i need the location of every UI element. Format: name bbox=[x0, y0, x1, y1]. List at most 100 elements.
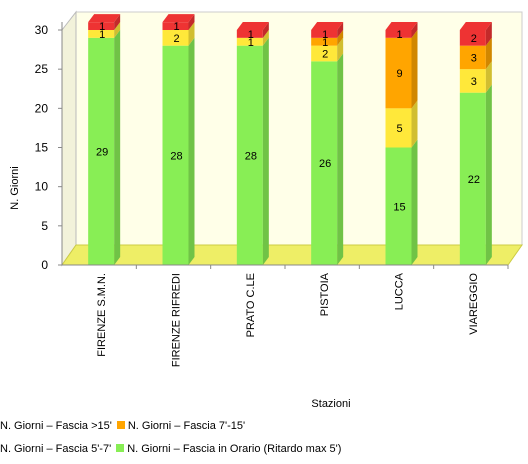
legend-label: N. Giorni – Fascia 5'-7' bbox=[0, 443, 112, 455]
bar-segment-side bbox=[485, 61, 492, 93]
y-tick-label: 30 bbox=[35, 23, 49, 37]
data-label: 1 bbox=[248, 37, 254, 49]
y-tick-label: 5 bbox=[41, 219, 48, 233]
bar-segment-side bbox=[337, 53, 344, 266]
x-axis-title: Stazioni bbox=[311, 398, 350, 410]
bar-segment bbox=[385, 108, 412, 148]
bar-top bbox=[162, 14, 195, 23]
bar-segment-side bbox=[114, 14, 121, 30]
bar-segment-side bbox=[337, 22, 344, 38]
bar-segment bbox=[162, 45, 189, 265]
bar-segment bbox=[311, 37, 338, 46]
bar-segment bbox=[236, 30, 263, 38]
data-label: 22 bbox=[468, 174, 480, 186]
x-axis: FIRENZE S.M.N. FIRENZE RIFREDI PRATO C.LE P… bbox=[62, 264, 509, 367]
bar-segment bbox=[385, 30, 412, 38]
legend-label: N. Giorni – Fascia in Orario (Ritardo ma… bbox=[127, 443, 342, 455]
legend-item: N. Giorni – Fascia 5'-7' bbox=[0, 443, 111, 455]
bar-segment-side bbox=[411, 139, 418, 265]
y-tick-label: 20 bbox=[35, 101, 49, 115]
data-label: 2 bbox=[471, 33, 477, 45]
bar-top bbox=[385, 22, 418, 30]
legend-label: N. Giorni – Fascia >15' bbox=[0, 420, 112, 432]
data-label: 15 bbox=[393, 201, 405, 213]
bar-segment-side bbox=[337, 37, 344, 62]
bars: 291012820128101262111559122332 bbox=[88, 14, 492, 266]
bar-segment-side bbox=[188, 22, 195, 46]
legend: N. Giorni – Fascia 5'-7' N. Giorni – Fas… bbox=[0, 443, 343, 455]
data-label: 1 bbox=[99, 29, 105, 41]
y-axis: 0 5 10 15 20 25 30 bbox=[35, 22, 63, 272]
bar-segment bbox=[311, 61, 338, 266]
data-label: 3 bbox=[471, 76, 477, 88]
data-label: 29 bbox=[96, 146, 108, 158]
side-wall bbox=[61, 10, 77, 267]
legend-swatch bbox=[116, 444, 125, 452]
data-label: 3 bbox=[471, 52, 477, 64]
bar-segment-side bbox=[411, 29, 418, 109]
bar-segment bbox=[459, 45, 486, 70]
bar-segment bbox=[311, 30, 338, 38]
bar-segment-side bbox=[262, 37, 269, 265]
floor bbox=[61, 244, 523, 266]
x-tick-label: FIRENZE RIFREDI bbox=[171, 273, 183, 367]
y-tick-label: 15 bbox=[35, 141, 49, 155]
legend-item: N. Giorni – Fascia >15' bbox=[0, 420, 112, 432]
data-label: 1 bbox=[99, 21, 105, 33]
x-tick-label: PISTOIA bbox=[319, 272, 331, 316]
bar-segment-side bbox=[485, 37, 492, 70]
data-label: 1 bbox=[173, 21, 179, 33]
legend-item: N. Giorni – Fascia in Orario (Ritardo ma… bbox=[113, 443, 341, 455]
bar-segment-side bbox=[485, 84, 492, 266]
bar-segment bbox=[88, 30, 115, 38]
legend-item: N. Giorni – Fascia 7'-15' bbox=[114, 420, 245, 432]
data-label: 1 bbox=[396, 29, 402, 41]
bar-segment bbox=[88, 22, 115, 30]
data-label: 2 bbox=[173, 33, 179, 45]
x-tick-label: VIAREGGIO bbox=[468, 273, 480, 335]
bar-top bbox=[459, 22, 492, 30]
bar-segment-side bbox=[188, 14, 195, 30]
data-label: 2 bbox=[322, 49, 328, 61]
data-label: 5 bbox=[396, 123, 402, 135]
bar-segment-side bbox=[411, 22, 418, 38]
bar-segment-side bbox=[337, 29, 344, 46]
y-tick-label: 10 bbox=[35, 180, 49, 194]
y-tick-label: 0 bbox=[41, 258, 48, 272]
bar-segment bbox=[162, 30, 189, 46]
y-axis-title: N. Giorni bbox=[9, 166, 21, 209]
bar-top bbox=[88, 14, 121, 23]
bar-segment-side bbox=[411, 100, 418, 148]
bar-segment bbox=[459, 69, 486, 93]
data-label: 9 bbox=[396, 68, 402, 80]
bar-segment bbox=[162, 22, 189, 30]
chart-frame bbox=[61, 10, 523, 267]
bar-segment-side bbox=[188, 37, 195, 265]
bar-segment bbox=[459, 92, 486, 266]
data-label: 1 bbox=[322, 37, 328, 49]
y-tick-label: 25 bbox=[35, 62, 49, 76]
x-tick-label: FIRENZE S.M.N. bbox=[96, 273, 108, 357]
bar-segment-side bbox=[114, 29, 121, 266]
bar-segment bbox=[385, 37, 412, 109]
legend-label: N. Giorni – Fascia 7'-15' bbox=[127, 420, 246, 432]
bar-top bbox=[236, 22, 269, 30]
bar-segment-side bbox=[262, 29, 269, 46]
data-label: 26 bbox=[319, 158, 331, 170]
bar-segment bbox=[88, 37, 115, 266]
bar-segment-side bbox=[485, 22, 492, 46]
data-label: 1 bbox=[248, 29, 254, 41]
x-tick-label: LUCCA bbox=[394, 272, 406, 310]
bar-segment-side bbox=[262, 22, 269, 38]
bar-segment bbox=[311, 45, 338, 62]
bar-segment bbox=[236, 37, 263, 46]
bar-segment bbox=[459, 30, 486, 46]
legend-swatch bbox=[116, 421, 125, 429]
back-wall bbox=[75, 11, 523, 246]
bar-top bbox=[311, 22, 344, 30]
bar-segment bbox=[236, 45, 263, 265]
legend: N. Giorni – Fascia >15' N. Giorni – Fasc… bbox=[0, 420, 247, 432]
data-label: 28 bbox=[170, 150, 182, 162]
